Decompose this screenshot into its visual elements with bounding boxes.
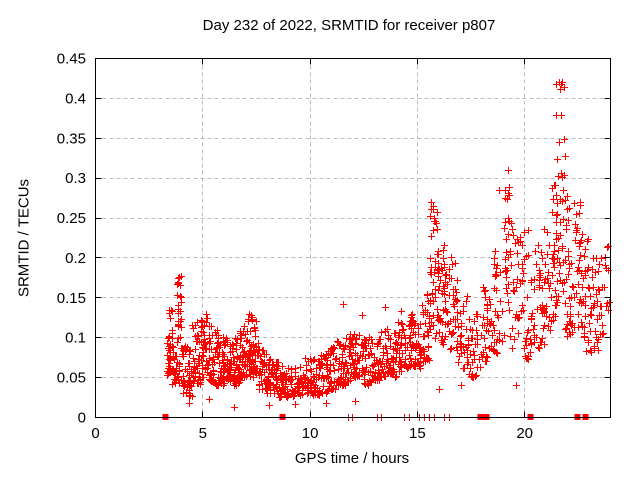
axis-ticks xyxy=(95,58,611,418)
x-tick-label: 15 xyxy=(409,425,426,442)
x-axis-label: GPS time / hours xyxy=(294,450,410,467)
y-tick-label: 0.2 xyxy=(65,250,86,267)
y-tick-label: 0.1 xyxy=(65,330,86,347)
chart-title: Day 232 of 2022, SRMTID for receiver p80… xyxy=(202,17,496,34)
x-tick-label: 10 xyxy=(302,425,319,442)
y-tick-label: 0.25 xyxy=(57,210,86,227)
y-tick-label: 0.35 xyxy=(57,130,86,147)
plot-border xyxy=(95,58,611,418)
y-tick-label: 0.15 xyxy=(57,290,86,307)
scatter-points xyxy=(164,79,613,421)
x-tick-label: 0 xyxy=(91,425,99,442)
x-tick-label: 20 xyxy=(516,425,533,442)
y-tick-label: 0.4 xyxy=(65,90,86,107)
y-tick-label: 0.45 xyxy=(57,51,86,68)
x-tick-label: 5 xyxy=(199,425,207,442)
y-tick-label: 0 xyxy=(78,410,86,427)
y-tick-label: 0.05 xyxy=(57,370,86,387)
y-tick-label: 0.3 xyxy=(65,170,86,187)
